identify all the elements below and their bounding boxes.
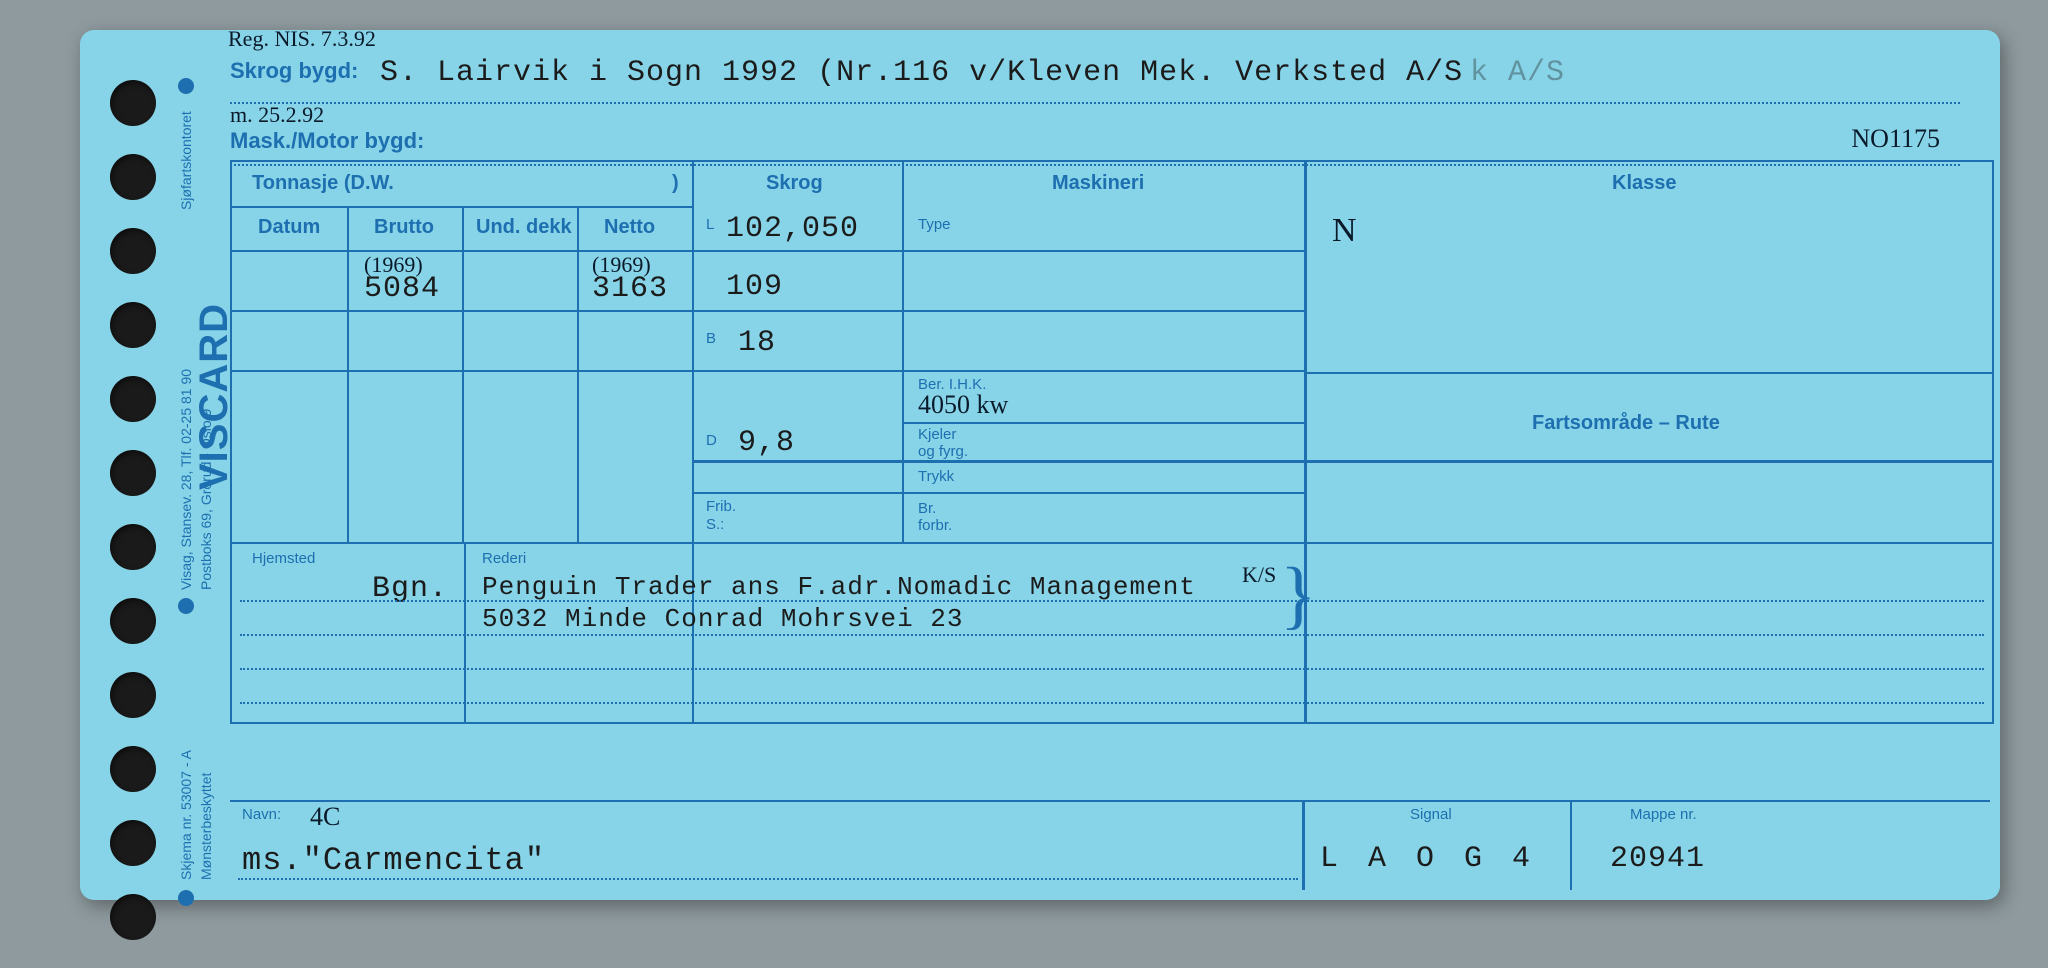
rederi-line1: Penguin Trader ans F.adr.Nomadic Managem… <box>482 572 1196 602</box>
skrog-bygd-shadow: k A/S <box>1470 56 1565 90</box>
s-label: S.: <box>706 516 724 533</box>
navn-hand: 4C <box>310 802 340 832</box>
v-line <box>462 206 464 542</box>
col-und: Und. dekk <box>476 216 572 239</box>
side-label-monster: Mønsterbeskyttet <box>198 773 214 880</box>
hole <box>110 80 156 126</box>
frib-label: Frib. <box>706 498 736 515</box>
mask-label: Mask./Motor bygd: <box>230 128 424 153</box>
dotted-line <box>240 634 1984 636</box>
h-seg <box>232 370 1304 372</box>
klasse-head: Klasse <box>1612 172 1677 195</box>
kjeler-label: Kjeler og fyrg. <box>918 426 968 460</box>
farts-label: Fartsområde – Rute <box>1532 412 1720 435</box>
hole <box>110 820 156 866</box>
skrog-bygd-value: S. Lairvik i Sogn 1992 (Nr.116 v/Kleven … <box>380 56 1463 90</box>
no-field: NO1175 <box>1851 124 1940 154</box>
B-val: 18 <box>738 326 776 360</box>
hole <box>110 672 156 718</box>
mappe-val: 20941 <box>1610 842 1705 876</box>
dotted-line <box>238 878 1298 880</box>
h-line <box>232 542 1992 544</box>
hole <box>110 154 156 200</box>
hole <box>110 894 156 940</box>
L-row2: 109 <box>726 270 783 304</box>
v-line <box>464 542 466 722</box>
rederi-label: Rederi <box>482 550 526 567</box>
v-line <box>1570 800 1572 890</box>
dotted-line <box>240 702 1984 704</box>
D-label: D <box>706 432 717 449</box>
netto-val: 3163 <box>592 272 668 306</box>
hole <box>110 524 156 570</box>
tonnasje-label: Tonnasje (D.W. <box>252 172 394 195</box>
brutto-val: 5084 <box>364 272 440 306</box>
v-line <box>1302 800 1305 890</box>
h-seg <box>232 310 1304 312</box>
type-label: Type <box>918 216 951 233</box>
m-date: m. 25.2.92 <box>230 102 324 128</box>
trykk-label: Trykk <box>918 468 954 485</box>
dot-mark <box>178 78 194 94</box>
brace-icon: } <box>1280 552 1316 639</box>
main-table: Tonnasje (D.W. ) Datum Brutto Und. dekk … <box>230 160 1994 724</box>
dot-mark <box>178 890 194 906</box>
h-seg <box>902 422 1304 424</box>
skrog-bygd-line: Skrog bygd: S. Lairvik i Sogn 1992 (Nr.1… <box>230 58 1960 104</box>
hole <box>110 746 156 792</box>
footer-line <box>230 800 1990 802</box>
col-netto: Netto <box>604 216 655 239</box>
punch-holes <box>110 80 156 968</box>
hole <box>110 376 156 422</box>
v-line <box>692 162 694 722</box>
rederi-line2: 5032 Minde Conrad Mohrsvei 23 <box>482 604 963 634</box>
ihk-val: 4050 kw <box>918 390 1008 420</box>
hole <box>110 228 156 274</box>
hjem-label: Hjemsted <box>252 550 315 567</box>
hole <box>110 598 156 644</box>
index-card: Sjøfartskontoret VISCARD Visag, Stansev.… <box>80 30 2000 900</box>
mappe-label: Mappe nr. <box>1630 806 1697 823</box>
br-label: Br. forbr. <box>918 500 952 534</box>
skrog-head: Skrog <box>766 172 823 195</box>
B-label: B <box>706 330 716 347</box>
hole <box>110 302 156 348</box>
h-seg <box>692 492 1304 494</box>
L-val: 102,050 <box>726 212 859 246</box>
D-val: 9,8 <box>738 426 795 460</box>
col-datum: Datum <box>258 216 320 239</box>
signal-label: Signal <box>1410 806 1452 823</box>
tonnasje-close: ) <box>672 172 679 195</box>
dotted-line <box>240 600 1984 602</box>
side-label-visag1: Visag, Stansev. 28, Tlf. 02-25 81 90 <box>178 369 194 590</box>
v-line <box>347 206 349 542</box>
col-brutto: Brutto <box>374 216 434 239</box>
side-label-sjofart: Sjøfartskontoret <box>178 111 194 210</box>
signal-val: L A O G 4 <box>1320 842 1536 876</box>
skrog-bygd-label: Skrog bygd: <box>230 58 358 83</box>
dot-mark <box>178 598 194 614</box>
L-label: L <box>706 216 714 233</box>
ship-name: ms."Carmencita" <box>242 842 545 879</box>
v-line <box>577 206 579 542</box>
v-line <box>902 162 904 542</box>
navn-label: Navn: <box>242 806 281 823</box>
dotted-line <box>240 668 1984 670</box>
klasse-val: N <box>1332 212 1357 250</box>
side-label-skjema: Skjema nr. 53007 - A <box>178 750 194 880</box>
hole <box>110 450 156 496</box>
card-header: Skrog bygd: S. Lairvik i Sogn 1992 (Nr.1… <box>230 40 1960 166</box>
mask-head: Maskineri <box>1052 172 1144 195</box>
side-label-visag2: Postboks 69, Grorud - Oslo 9 <box>198 409 214 590</box>
h-seg-heavy <box>692 460 1992 463</box>
rederi-ks: K/S <box>1242 562 1276 588</box>
h-seg <box>1304 372 1992 374</box>
